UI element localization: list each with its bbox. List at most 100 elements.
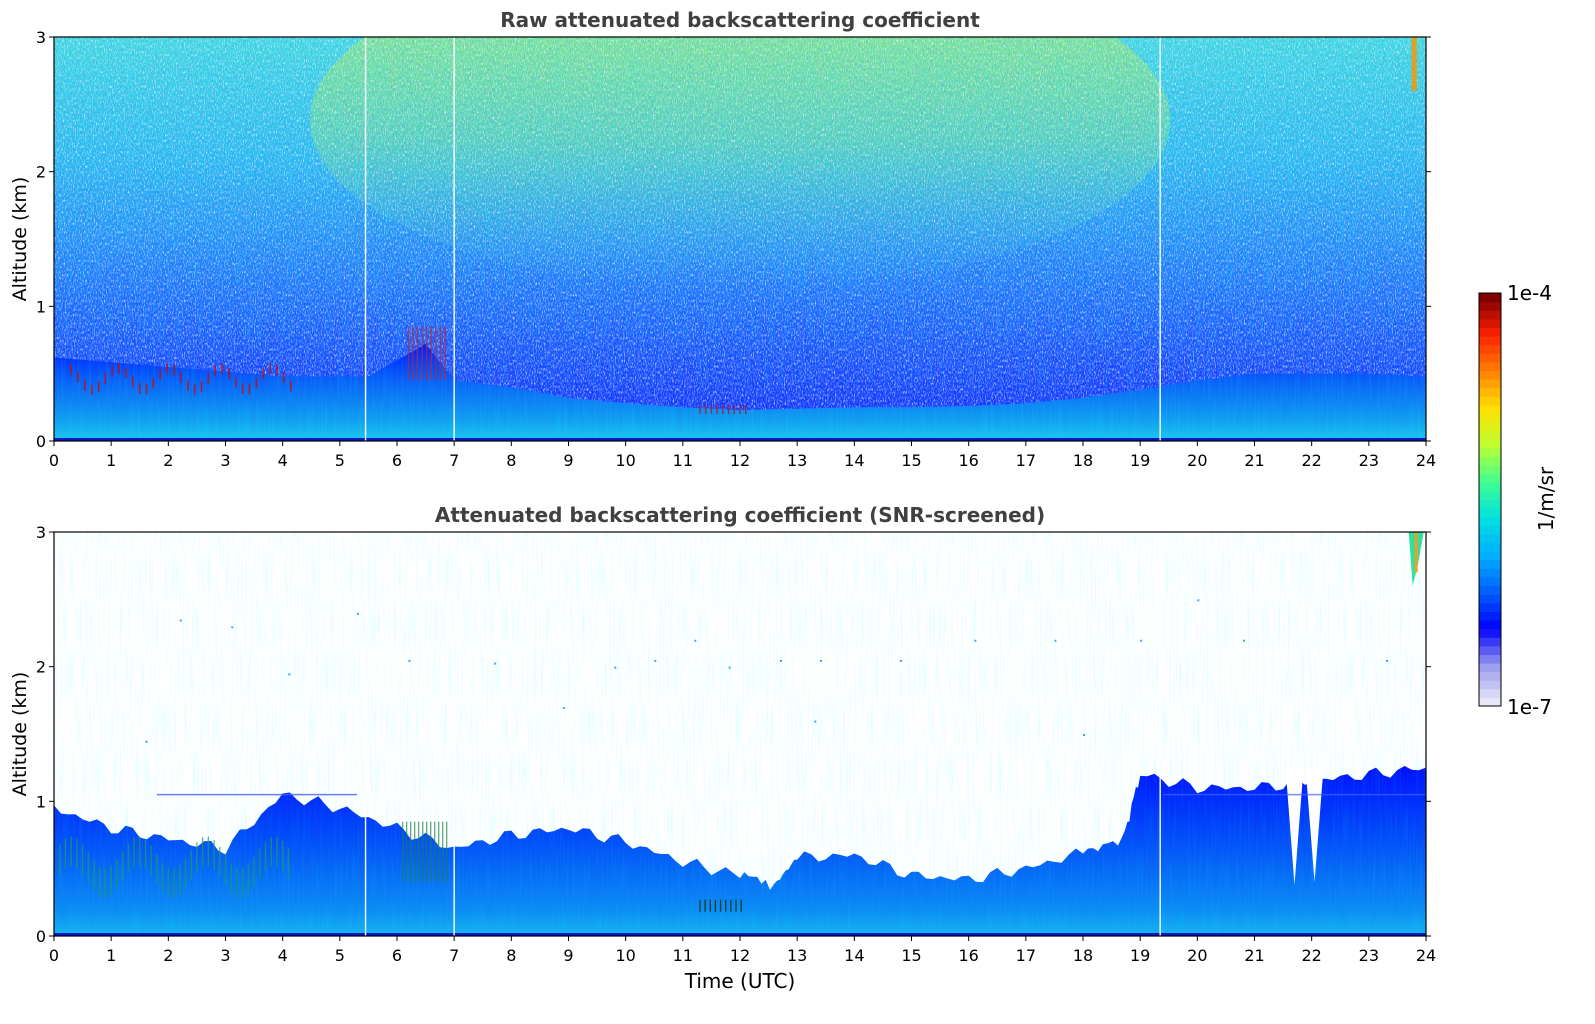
colorbar: 1e-4 1e-7 1/m/sr — [1478, 281, 1558, 719]
x-tick-label: 7 — [449, 451, 459, 470]
x-tick-label: 18 — [1073, 946, 1093, 965]
x-tick-label: 15 — [901, 946, 921, 965]
colorbar-band — [1479, 619, 1501, 630]
speckle-point — [820, 659, 823, 662]
colorbar-band — [1479, 559, 1501, 569]
colorbar-band — [1479, 473, 1501, 483]
colorbar-band — [1479, 387, 1501, 397]
colorbar-band — [1479, 370, 1501, 380]
raw-x-axis: 0 1 2 3 4 5 6 7 8 9 10 11 12 13 14 15 16 17 18 19 20 21 22 23 24 — [49, 441, 1436, 470]
y-tick-label: 3 — [36, 28, 46, 47]
x-tick-label: 5 — [335, 946, 345, 965]
x-tick-label: 23 — [1359, 946, 1379, 965]
colorbar-band — [1479, 430, 1501, 440]
colorbar-band — [1479, 456, 1501, 466]
x-tick-label: 21 — [1244, 451, 1264, 470]
screened-y-axis-label: Altitude (km) — [9, 672, 31, 797]
x-tick-label: 4 — [278, 451, 288, 470]
speckle-point — [231, 626, 234, 629]
colorbar-unit-label: 1/m/sr — [1534, 466, 1558, 531]
colorbar-band — [1479, 318, 1501, 329]
clear-gap — [1285, 767, 1304, 885]
x-tick-label: 0 — [49, 946, 59, 965]
speckle-point — [356, 612, 359, 615]
speckle-point — [494, 662, 497, 665]
screened-panel-title: Attenuated backscattering coefficient (S… — [435, 503, 1045, 527]
colorbar-band — [1479, 490, 1501, 501]
x-tick-label: 11 — [673, 946, 693, 965]
speckle-point — [974, 639, 977, 642]
y-tick-label: 1 — [36, 297, 46, 316]
x-tick-label: 16 — [958, 451, 978, 470]
colorbar-band — [1479, 697, 1501, 707]
colorbar-band — [1479, 628, 1501, 638]
x-tick-label: 12 — [730, 946, 750, 965]
surface-return — [54, 933, 1426, 936]
x-tick-label: 24 — [1416, 946, 1436, 965]
speckle-point — [288, 673, 291, 676]
x-tick-label: 19 — [1130, 451, 1150, 470]
raw-y-axis-label: Altitude (km) — [9, 177, 31, 302]
speckle-point — [654, 659, 657, 662]
colorbar-max-label: 1e-4 — [1507, 281, 1552, 305]
x-tick-label: 20 — [1187, 451, 1207, 470]
colorbar-bands — [1479, 293, 1501, 707]
colorbar-band — [1479, 293, 1501, 303]
x-tick-label: 15 — [901, 451, 921, 470]
speckle-point — [614, 666, 617, 669]
colorbar-band — [1479, 344, 1501, 354]
colorbar-band — [1479, 611, 1501, 621]
x-tick-label: 13 — [787, 946, 807, 965]
x-tick-label: 7 — [449, 946, 459, 965]
x-tick-label: 3 — [220, 451, 230, 470]
colorbar-band — [1479, 353, 1501, 363]
colorbar-band — [1479, 413, 1501, 423]
x-tick-label: 20 — [1187, 946, 1207, 965]
x-tick-label: 24 — [1416, 451, 1436, 470]
x-tick-label: 19 — [1130, 946, 1150, 965]
x-tick-label: 13 — [787, 451, 807, 470]
screened-y-axis: 0 1 2 3 — [36, 523, 1431, 946]
x-tick-label: 2 — [163, 451, 173, 470]
colorbar-band — [1479, 327, 1501, 337]
x-tick-label: 8 — [506, 946, 516, 965]
speckle-point — [780, 659, 783, 662]
x-tick-label: 10 — [615, 451, 635, 470]
colorbar-band — [1479, 379, 1501, 389]
speckle-point — [1140, 639, 1143, 642]
colorbar-band — [1479, 671, 1501, 681]
x-tick-label: 11 — [673, 451, 693, 470]
colorbar-band — [1479, 594, 1501, 604]
colorbar-band — [1479, 654, 1501, 664]
x-tick-label: 4 — [278, 946, 288, 965]
speckle-point — [1197, 599, 1200, 602]
colorbar-band — [1479, 637, 1501, 647]
x-tick-label: 12 — [730, 451, 750, 470]
x-tick-label: 17 — [1016, 946, 1036, 965]
y-tick-label: 2 — [36, 163, 46, 182]
x-tick-label: 22 — [1301, 451, 1321, 470]
colorbar-band — [1479, 516, 1501, 526]
speckle-point — [1385, 659, 1388, 662]
speckle-point — [408, 659, 411, 662]
screened-x-axis: 0 1 2 3 4 5 6 7 8 9 10 11 12 13 14 15 16 17 18 19 20 21 22 23 24 — [49, 936, 1436, 965]
screened-heatmap — [54, 532, 1426, 936]
x-tick-label: 1 — [106, 946, 116, 965]
speckle-point — [1054, 639, 1057, 642]
x-tick-label: 6 — [392, 946, 402, 965]
x-tick-label: 16 — [958, 946, 978, 965]
x-tick-label: 2 — [163, 946, 173, 965]
raw-backscatter-panel: Raw attenuated backscattering coefficien… — [9, 8, 1436, 470]
screened-backscatter-panel: Attenuated backscattering coefficient (S… — [9, 503, 1436, 993]
screened-aerosol-layer — [54, 532, 1426, 936]
raw-y-axis: 0 1 2 3 — [36, 28, 1431, 451]
colorbar-band — [1479, 533, 1501, 544]
y-tick-label: 0 — [36, 927, 46, 946]
screened-data-gaps — [364, 532, 1161, 936]
speckle-point — [1243, 639, 1246, 642]
x-tick-label: 23 — [1359, 451, 1379, 470]
colorbar-band — [1479, 499, 1501, 509]
colorbar-band — [1479, 585, 1501, 595]
